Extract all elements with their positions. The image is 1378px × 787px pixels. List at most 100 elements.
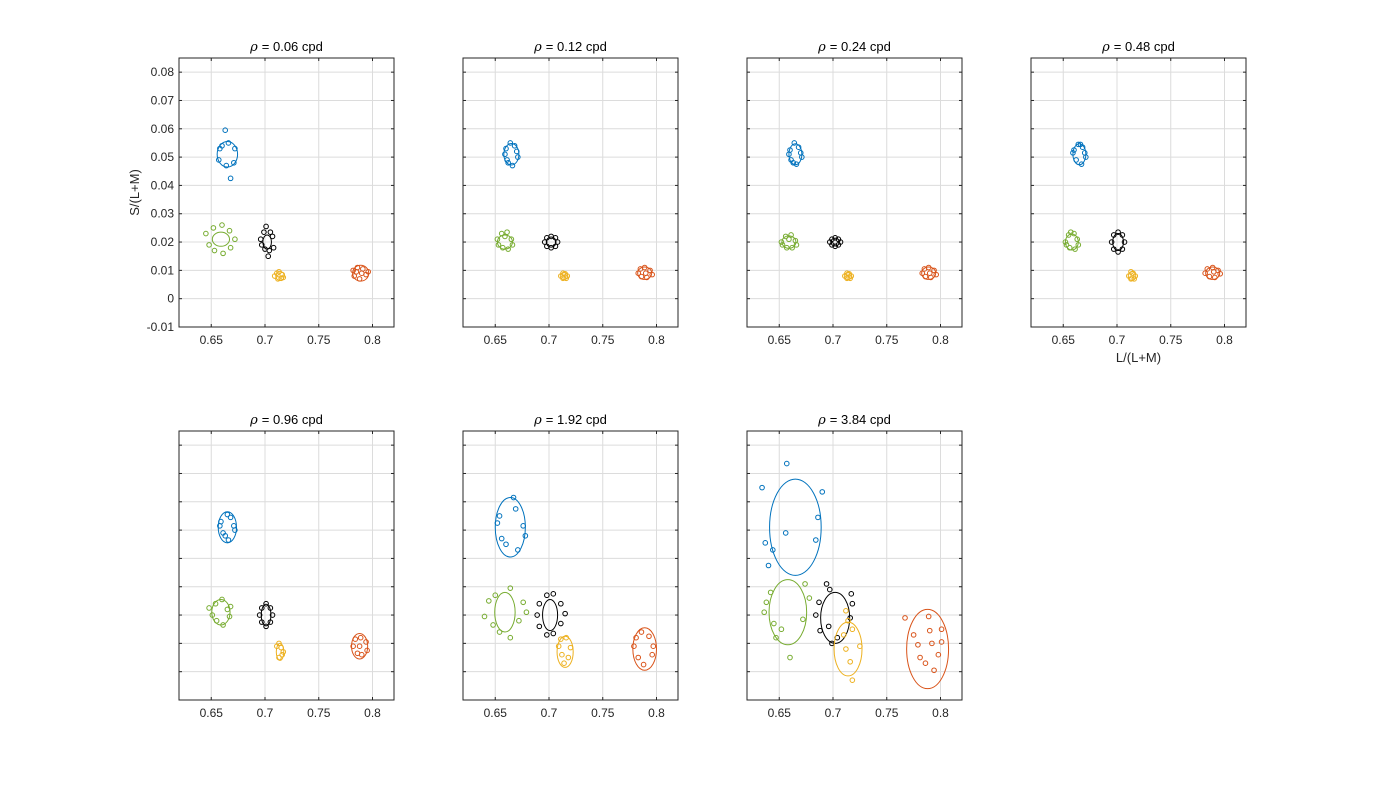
- data-point: [279, 271, 286, 278]
- data-point: [767, 589, 774, 596]
- data-point: [350, 267, 356, 274]
- data-series-4: [1126, 268, 1139, 282]
- data-point: [502, 151, 508, 158]
- x-tick-label: 0.65: [768, 333, 792, 347]
- confidence-ellipse: [637, 266, 653, 280]
- data-point: [544, 632, 550, 638]
- data-point: [790, 159, 797, 166]
- data-point: [848, 591, 855, 597]
- data-point: [1115, 249, 1121, 255]
- data-point: [508, 236, 515, 243]
- x-tick-label: 0.65: [768, 706, 792, 720]
- data-point: [507, 585, 514, 591]
- data-point: [791, 140, 798, 146]
- data-point: [227, 514, 234, 521]
- data-point: [786, 236, 792, 243]
- data-point: [212, 600, 219, 607]
- data-point: [554, 239, 561, 245]
- data-point: [505, 159, 511, 166]
- data-series-2: [203, 222, 238, 257]
- data-point: [832, 235, 838, 241]
- data-point: [258, 242, 265, 248]
- x-tick-label: 0.75: [591, 333, 615, 347]
- data-point: [795, 144, 802, 150]
- data-point: [919, 270, 926, 277]
- data-point: [223, 162, 230, 169]
- plot-panel-2: 0.65 0.7 0.75 0.8 ρ = 0.12 cpd: [462, 39, 679, 347]
- data-series-3: [534, 591, 568, 638]
- data-point: [513, 148, 520, 155]
- data-point: [509, 242, 516, 248]
- data-point: [759, 484, 765, 491]
- data-point: [562, 610, 568, 617]
- data-point: [813, 612, 819, 618]
- data-point: [226, 227, 233, 234]
- confidence-ellipse: [788, 143, 803, 166]
- data-point: [783, 244, 790, 251]
- data-point: [520, 599, 527, 606]
- data-point: [218, 518, 224, 525]
- data-point: [520, 523, 527, 529]
- data-point: [558, 600, 564, 607]
- title-value: = 1.92 cpd: [546, 412, 607, 427]
- data-point: [761, 609, 768, 616]
- data-point: [219, 596, 225, 603]
- x-tick-label: 0.65: [1052, 333, 1076, 347]
- data-point: [534, 612, 540, 618]
- data-point: [256, 612, 263, 618]
- data-point: [511, 142, 518, 149]
- data-point: [232, 527, 238, 533]
- data-series-2: [494, 229, 516, 252]
- data-point: [649, 651, 656, 658]
- data-point: [1121, 239, 1128, 245]
- x-tick-label: 0.75: [307, 706, 331, 720]
- data-point: [279, 651, 286, 658]
- data-point: [1108, 239, 1115, 245]
- data-point: [649, 271, 656, 278]
- data-point: [1212, 274, 1218, 281]
- data-point: [503, 541, 509, 548]
- data-series-1: [217, 511, 238, 544]
- data-point: [922, 273, 929, 280]
- plot-title: ρ = 0.96 cpd: [249, 412, 323, 428]
- data-point: [350, 643, 356, 650]
- data-series-4: [555, 634, 574, 668]
- data-point: [1115, 229, 1121, 235]
- data-point: [263, 600, 269, 607]
- data-point: [806, 595, 813, 601]
- title-symbol: ρ: [817, 40, 826, 55]
- data-point: [550, 591, 557, 597]
- data-point: [832, 243, 838, 250]
- plot-title: ρ = 0.48 cpd: [1101, 39, 1175, 55]
- data-point: [638, 273, 645, 280]
- data-point: [280, 649, 287, 655]
- data-point: [765, 562, 772, 569]
- data-point: [363, 639, 369, 645]
- data-point: [778, 239, 785, 245]
- title-symbol: ρ: [533, 413, 542, 428]
- data-point: [544, 592, 550, 599]
- data-point: [847, 658, 854, 665]
- data-series-3: [257, 223, 277, 260]
- data-point: [1110, 232, 1117, 238]
- data-point: [219, 142, 225, 149]
- data-series-2: [778, 232, 800, 251]
- data-point: [929, 640, 935, 647]
- data-point: [763, 599, 770, 606]
- plot-panel-1: 0.65 0.7 0.75 0.8 -0.01 0 0.01 0.02 0.03 0.04 0.05…: [127, 39, 395, 347]
- data-point: [938, 639, 945, 645]
- data-series-5: [1202, 264, 1223, 281]
- data-point: [504, 157, 510, 163]
- axes-frame: [178, 57, 395, 328]
- plot-panel-6: 0.65 0.7 0.75 0.8 ρ = 1.92 cpd: [462, 412, 679, 720]
- data-point: [227, 603, 234, 610]
- data-series-2: [1062, 229, 1082, 252]
- data-point: [647, 267, 653, 274]
- data-point: [258, 605, 265, 611]
- x-tick-label: 0.8: [1216, 333, 1233, 347]
- confidence-ellipse: [1205, 266, 1221, 280]
- data-point: [773, 634, 779, 641]
- data-point: [1075, 242, 1082, 248]
- data-series-3: [813, 581, 856, 647]
- data-point: [225, 537, 232, 543]
